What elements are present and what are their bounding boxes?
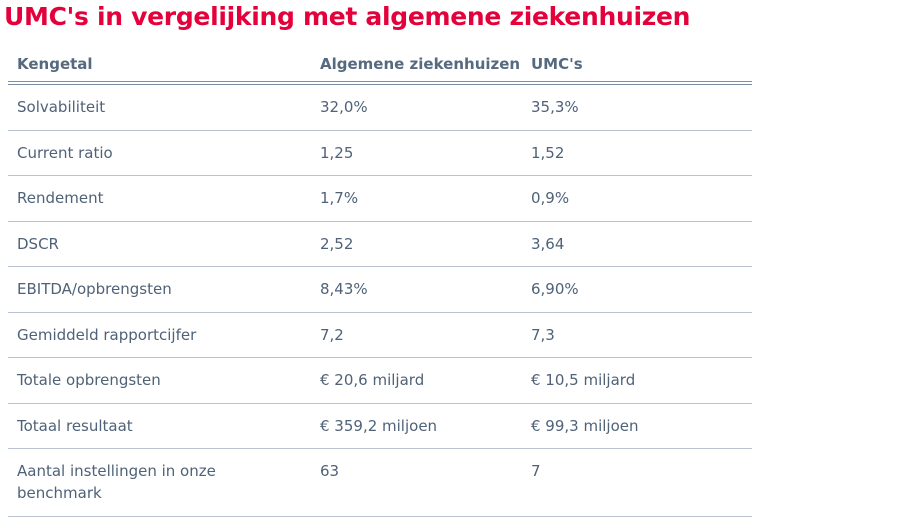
table-row: DSCR 2,52 3,64 xyxy=(8,222,752,267)
cell-umc: € 99,3 miljoen xyxy=(531,416,639,435)
cell-umc: 0,9% xyxy=(531,189,570,207)
cell-kengetal: EBITDA/opbrengsten xyxy=(17,280,172,298)
header-umcs: UMC's xyxy=(531,55,583,73)
cell-algemene: 32,0% xyxy=(320,98,368,116)
cell-kengetal: Totale opbrengsten xyxy=(17,371,161,389)
table-row: Current ratio 1,25 1,52 xyxy=(8,131,752,176)
cell-kengetal: DSCR xyxy=(17,234,59,253)
cell-kengetal: Totaal resultaat xyxy=(17,416,133,435)
cell-kengetal: Solvabiliteit xyxy=(17,98,106,116)
cell-algemene: 1,25 xyxy=(320,143,354,162)
cell-kengetal: Gemiddeld rapportcijfer xyxy=(17,325,197,344)
cell-umc: 7 xyxy=(531,462,541,480)
cell-umc: 7,3 xyxy=(531,325,555,344)
table-row: Solvabiliteit 32,0% 35,3% xyxy=(8,85,752,131)
table-row: Rendement 1,7% 0,9% xyxy=(8,176,752,222)
cell-umc: 1,52 xyxy=(531,143,565,162)
table-row: Aantal instellingen in onze benchmark 63… xyxy=(8,449,752,517)
cell-algemene: 63 xyxy=(320,462,340,480)
header-algemene-ziekenhuizen: Algemene ziekenhuizen xyxy=(320,55,521,73)
cell-algemene: 8,43% xyxy=(320,280,368,298)
cell-algemene: € 20,6 miljard xyxy=(320,371,425,389)
cell-umc: 6,90% xyxy=(531,280,579,298)
cell-algemene: 7,2 xyxy=(320,325,344,344)
table-row: Totaal resultaat € 359,2 miljoen € 99,3 … xyxy=(8,404,752,449)
cell-algemene: 1,7% xyxy=(320,189,359,207)
table-row: EBITDA/opbrengsten 8,43% 6,90% xyxy=(8,267,752,313)
cell-kengetal: Aantal instellingen in onze benchmark xyxy=(17,462,216,502)
cell-umc: 3,64 xyxy=(531,234,565,253)
table-row: Gemiddeld rapportcijfer 7,2 7,3 xyxy=(8,313,752,358)
cell-kengetal: Current ratio xyxy=(17,143,113,162)
cell-umc: € 10,5 miljard xyxy=(531,371,636,389)
cell-algemene: € 359,2 miljoen xyxy=(320,416,438,435)
page-title: UMC's in vergelijking met algemene zieke… xyxy=(4,2,691,31)
table-header: Kengetal Algemene ziekenhuizen UMC's xyxy=(8,47,752,85)
comparison-table: Kengetal Algemene ziekenhuizen UMC's Sol… xyxy=(8,47,752,517)
cell-umc: 35,3% xyxy=(531,98,579,116)
table-row: Totale opbrengsten € 20,6 miljard € 10,5… xyxy=(8,358,752,404)
header-kengetal: Kengetal xyxy=(17,55,93,73)
cell-kengetal: Rendement xyxy=(17,189,104,207)
cell-algemene: 2,52 xyxy=(320,234,354,253)
